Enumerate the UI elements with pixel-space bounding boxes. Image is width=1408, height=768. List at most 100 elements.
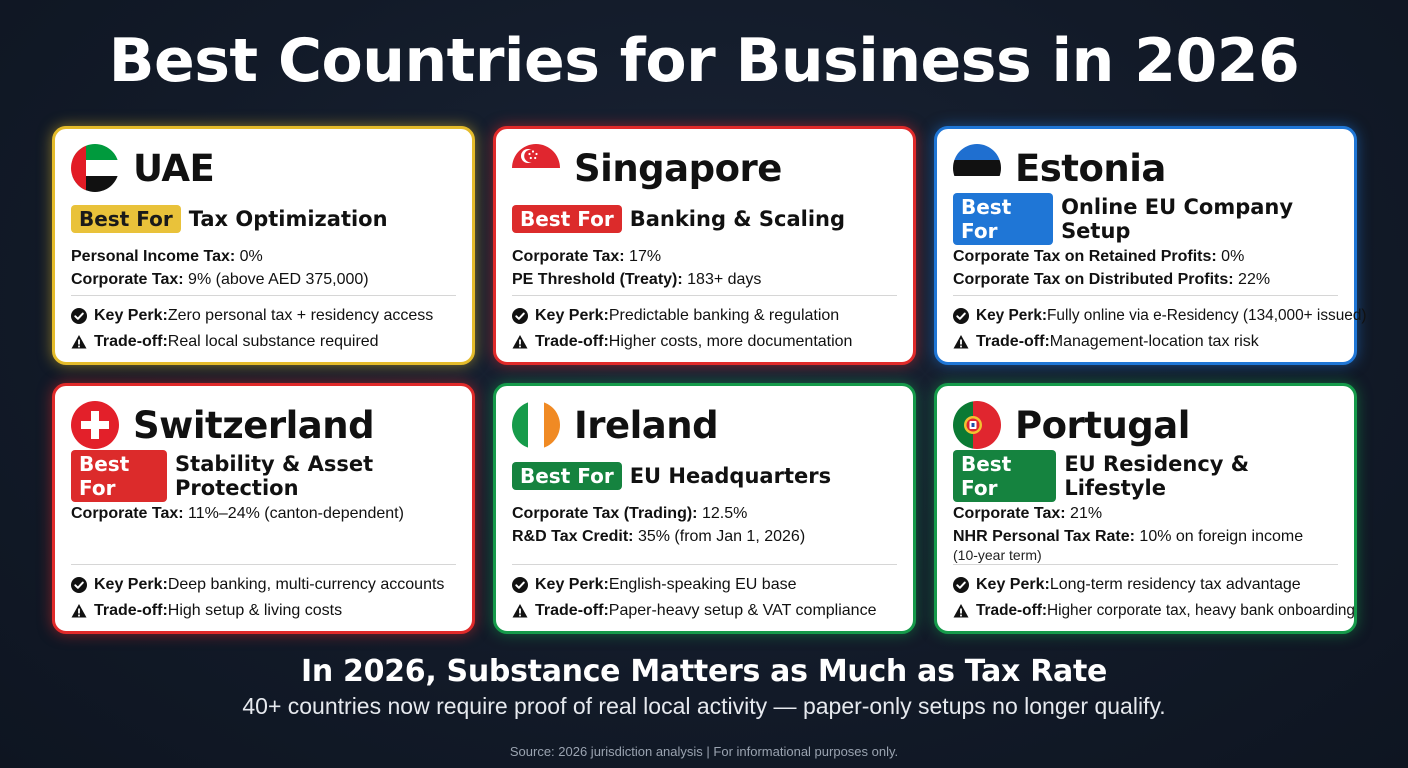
fact-row: Corporate Tax: 9% (above AED 375,000) xyxy=(71,268,456,291)
fact-label: Corporate Tax: xyxy=(71,505,184,522)
key-perk-text: Fully online via e-Residency (134,000+ i… xyxy=(1047,307,1367,324)
key-perk-text: English-speaking EU base xyxy=(608,576,797,593)
trade-off-label: Trade-off: xyxy=(94,602,168,619)
country-card-singapore: Singapore Best For Banking & Scaling Cor… xyxy=(493,126,916,365)
country-name: Switzerland xyxy=(133,403,375,447)
divider xyxy=(512,295,897,296)
best-for-text: Online EU Company Setup xyxy=(1061,195,1294,243)
trade-off-row: Trade-off: Higher costs, more documentat… xyxy=(512,329,903,355)
fact-row: Corporate Tax on Retained Profits: 0% xyxy=(953,245,1338,268)
trade-off-text: Paper-heavy setup & VAT compliance xyxy=(608,602,877,619)
source-note: Source: 2026 jurisdiction analysis | For… xyxy=(509,744,899,759)
best-for-text: Banking & Scaling xyxy=(629,207,846,231)
trade-off-label: Trade-off: xyxy=(976,333,1050,350)
fact-row: Corporate Tax on Distributed Profits: 22… xyxy=(953,268,1338,291)
trade-off-label: Trade-off: xyxy=(535,333,609,350)
country-card-uae: UAE Best For Tax Optimization Personal I… xyxy=(52,126,475,365)
fact-label: Corporate Tax: xyxy=(512,248,625,265)
check-circle-icon xyxy=(512,577,528,593)
key-perk-row: Key Perk: Deep banking, multi-currency a… xyxy=(71,572,462,598)
warning-icon xyxy=(71,335,87,349)
key-perk-label: Key Perk: xyxy=(535,576,609,593)
fact-label: Corporate Tax (Trading): xyxy=(512,505,698,522)
country-name: Portugal xyxy=(1015,403,1190,447)
warning-icon xyxy=(512,335,528,349)
country-name: Ireland xyxy=(574,403,719,447)
trade-off-label: Trade-off: xyxy=(976,602,1047,619)
trade-off-label: Trade-off: xyxy=(535,602,609,619)
divider xyxy=(71,564,456,565)
key-perk-text: Predictable banking & regulation xyxy=(608,307,840,324)
key-perk-row: Key Perk: Zero personal tax + residency … xyxy=(71,303,462,329)
fact-note: (10-year term) xyxy=(953,547,1042,563)
country-name: Singapore xyxy=(574,146,782,190)
country-name: Estonia xyxy=(1015,146,1166,190)
fact-row: Corporate Tax: 11%–24% (canton-dependent… xyxy=(71,502,456,525)
fact-value: 17% xyxy=(624,248,662,265)
fact-value: 0% xyxy=(1216,248,1245,265)
fact-value: 12.5% xyxy=(697,505,748,522)
best-for-badge: Best For xyxy=(953,450,1057,502)
fact-label: Corporate Tax on Retained Profits: xyxy=(953,248,1217,265)
warning-icon xyxy=(953,604,969,618)
fact-label: Personal Income Tax: xyxy=(71,248,236,265)
trade-off-text: Higher costs, more documentation xyxy=(608,333,853,350)
best-for-badge: Best For xyxy=(953,193,1054,245)
divider xyxy=(953,295,1338,296)
fact-value: 10% on foreign income xyxy=(1134,528,1304,545)
warning-icon xyxy=(512,604,528,618)
key-perk-label: Key Perk: xyxy=(94,576,168,593)
fact-row: NHR Personal Tax Rate: 10% on foreign in… xyxy=(953,525,1338,548)
key-perk-label: Key Perk: xyxy=(976,307,1048,324)
country-card-ireland: Ireland Best For EU Headquarters Corpora… xyxy=(493,383,916,634)
key-perk-label: Key Perk: xyxy=(94,307,168,324)
best-for-text: EU Residency & Lifestyle xyxy=(1064,452,1250,500)
country-card-portugal: Portugal Best For EU Residency & Lifesty… xyxy=(934,383,1357,634)
fact-label: Corporate Tax: xyxy=(71,271,184,288)
footer-headline: In 2026, Substance Matters as Much as Ta… xyxy=(300,654,1108,689)
key-perk-row: Key Perk: Predictable banking & regulati… xyxy=(512,303,903,329)
key-perk-row: Key Perk: Long-term residency tax advant… xyxy=(953,572,1344,598)
estonia-flag-icon xyxy=(953,144,1001,192)
trade-off-row: Trade-off: Paper-heavy setup & VAT compl… xyxy=(512,598,903,624)
fact-label: Corporate Tax on Distributed Profits: xyxy=(953,271,1234,288)
footer-subline: 40+ countries now require proof of real … xyxy=(242,693,1166,719)
fact-row: Corporate Tax (Trading): 12.5% xyxy=(512,502,897,525)
trade-off-row: Trade-off: Management-location tax risk xyxy=(953,329,1344,355)
divider xyxy=(953,564,1338,565)
best-for-text: EU Headquarters xyxy=(629,464,832,488)
ireland-flag-icon xyxy=(512,401,560,449)
fact-value: 183+ days xyxy=(682,271,762,288)
portugal-flag-icon xyxy=(953,401,1001,449)
country-name: UAE xyxy=(133,146,215,190)
best-for-text: Stability & Asset Protection xyxy=(175,452,374,500)
key-perk-row: Key Perk: Fully online via e-Residency (… xyxy=(953,303,1367,329)
fact-label: R&D Tax Credit: xyxy=(512,528,634,545)
trade-off-text: Higher corporate tax, heavy bank onboard… xyxy=(1046,602,1355,619)
page-title: Best Countries for Business in 2026 xyxy=(108,26,1300,96)
trade-off-row: Trade-off: Higher corporate tax, heavy b… xyxy=(953,598,1355,624)
key-perk-row: Key Perk: English-speaking EU base xyxy=(512,572,903,598)
switzerland-flag-icon xyxy=(71,401,119,449)
fact-label: PE Threshold (Treaty): xyxy=(512,271,683,288)
check-circle-icon xyxy=(512,308,528,324)
fact-row: Corporate Tax: 21% xyxy=(953,502,1338,525)
best-for-badge: Best For xyxy=(512,462,622,490)
key-perk-label: Key Perk: xyxy=(535,307,609,324)
fact-value: 0% xyxy=(235,248,263,265)
fact-value: 21% xyxy=(1065,505,1103,522)
fact-value: 9% (above AED 375,000) xyxy=(183,271,369,288)
fact-value: 11%–24% (canton-dependent) xyxy=(183,505,404,522)
key-perk-text: Zero personal tax + residency access xyxy=(167,307,434,324)
check-circle-icon xyxy=(953,308,969,324)
best-for-text: Tax Optimization xyxy=(188,207,388,231)
check-circle-icon xyxy=(71,308,87,324)
best-for-badge: Best For xyxy=(71,450,168,502)
fact-label: Corporate Tax: xyxy=(953,505,1066,522)
fact-value: 22% xyxy=(1233,271,1271,288)
fact-label: NHR Personal Tax Rate: xyxy=(953,528,1135,545)
best-for-badge: Best For xyxy=(512,205,622,233)
trade-off-text: Management-location tax risk xyxy=(1049,333,1259,350)
fact-row: Personal Income Tax: 0% xyxy=(71,245,456,268)
country-card-switzerland: Switzerland Best For Stability & Asset P… xyxy=(52,383,475,634)
